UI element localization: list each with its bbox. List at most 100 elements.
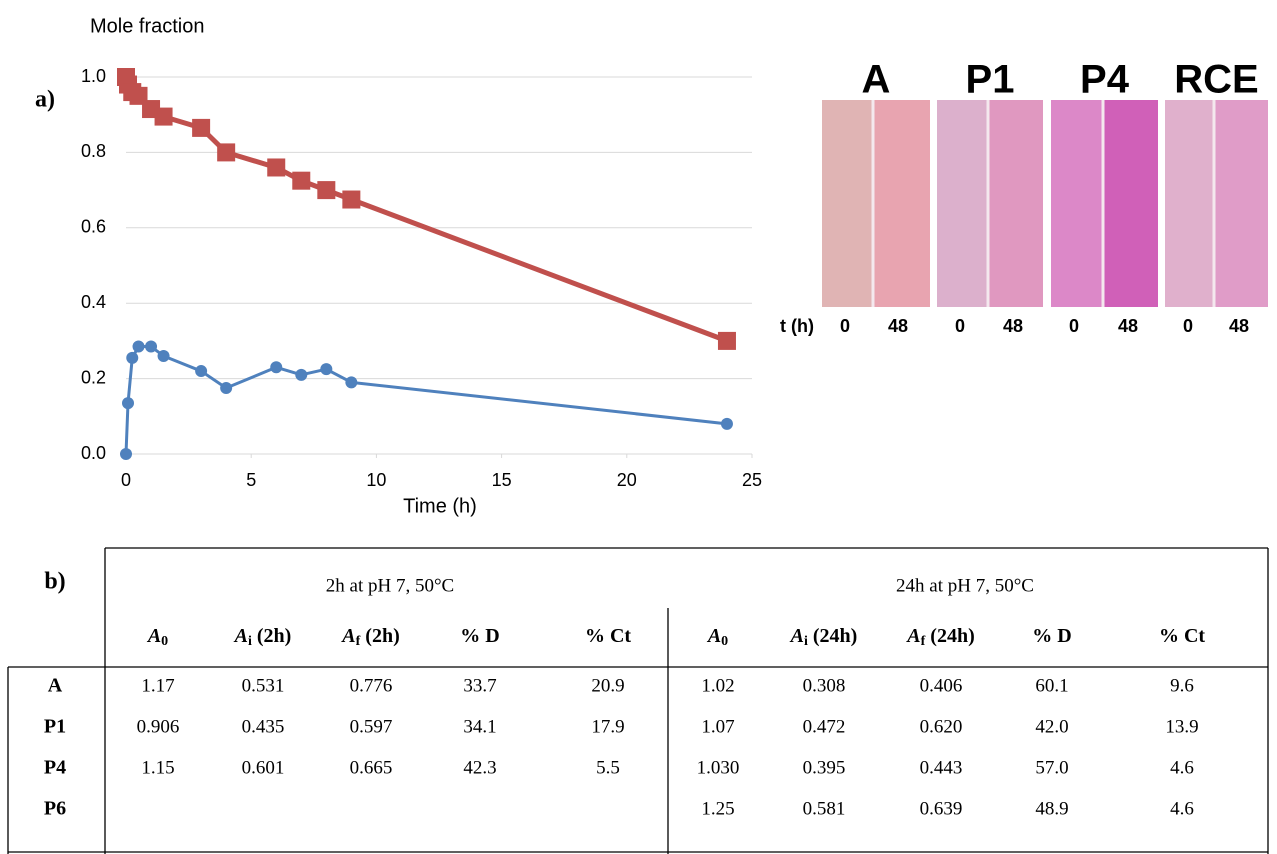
time-value: 48 <box>888 316 908 336</box>
y-tick-label: 0.4 <box>81 292 106 312</box>
time-value: 48 <box>1229 316 1249 336</box>
column-header: A0 <box>706 625 728 650</box>
header-sub: f <box>356 634 361 649</box>
table-cell: 9.6 <box>1170 675 1194 696</box>
table-cell: 0.395 <box>803 757 846 778</box>
header-sub: 0 <box>721 634 728 649</box>
marker <box>345 376 358 389</box>
photo-strip <box>822 100 873 307</box>
panel-label: A <box>862 58 891 102</box>
table-cell: 0.620 <box>920 716 963 737</box>
time-value: 48 <box>1003 316 1023 336</box>
table-cell: 33.7 <box>463 675 496 696</box>
time-label: t (h) <box>780 316 814 336</box>
table-cell: 13.9 <box>1165 716 1198 737</box>
time-value: 0 <box>955 316 965 336</box>
series-line <box>124 345 728 455</box>
column-header: Ai (24h) <box>789 625 858 650</box>
group-header: 24h at pH 7, 50°C <box>896 575 1034 596</box>
table-cell: 60.1 <box>1035 675 1068 696</box>
header-main: A <box>146 625 161 647</box>
marker <box>267 158 286 177</box>
header-main: % Ct <box>585 625 631 647</box>
table-cell: 1.07 <box>701 716 734 737</box>
table-cell: 0.435 <box>242 716 285 737</box>
column-header: Af (24h) <box>905 625 974 650</box>
column-header: Af (2h) <box>340 625 399 650</box>
header-sub: i <box>248 634 252 649</box>
x-tick-label: 0 <box>121 470 131 490</box>
table-cell: 0.597 <box>350 716 393 737</box>
photo-strip <box>1103 100 1158 307</box>
photo-strip <box>1214 100 1268 307</box>
header-main: A <box>233 625 248 647</box>
marker <box>195 365 208 378</box>
table-cell: 0.601 <box>242 757 285 778</box>
column-header: % Ct <box>585 625 631 647</box>
table-cell: 0.531 <box>242 675 285 696</box>
row-label: A <box>48 675 63 697</box>
x-tick-label: 5 <box>246 470 256 490</box>
y-axis-label: Mole fraction <box>90 15 205 37</box>
group-header: 2h at pH 7, 50°C <box>326 575 454 596</box>
table-borders <box>7 547 1269 854</box>
marker <box>145 340 158 353</box>
table-cell: 5.5 <box>596 757 620 778</box>
table-cell: 1.030 <box>697 757 740 778</box>
x-tick-label: 20 <box>617 470 637 490</box>
table-cell: 48.9 <box>1035 798 1068 819</box>
marker <box>270 361 283 374</box>
column-header: % D <box>1032 625 1071 647</box>
header-main: A <box>340 625 355 647</box>
column-header: Ai (2h) <box>233 625 292 650</box>
table-cell: 1.02 <box>701 675 734 696</box>
header-main: % D <box>1032 625 1071 647</box>
table-cell: 0.472 <box>803 716 846 737</box>
panel-label: P4 <box>1080 58 1130 102</box>
marker <box>295 368 308 381</box>
panel-label: a) <box>35 87 55 113</box>
panel-label: P1 <box>966 58 1015 102</box>
photo-strip <box>1165 100 1214 307</box>
y-tick-label: 0.6 <box>81 217 106 237</box>
y-tick-label: 0.8 <box>81 141 106 161</box>
marker <box>220 382 233 395</box>
table-cell: 17.9 <box>591 716 624 737</box>
table-cell: 0.639 <box>920 798 963 819</box>
header-sub: 0 <box>161 634 168 649</box>
marker <box>192 118 211 137</box>
header-rest: (2h) <box>360 625 399 647</box>
header-main: A <box>706 625 721 647</box>
marker <box>720 417 733 430</box>
marker <box>154 107 173 126</box>
marker <box>120 448 132 460</box>
table-cell: 20.9 <box>591 675 624 696</box>
marker <box>342 190 361 209</box>
x-axis-label: Time (h) <box>403 495 477 517</box>
column-header: % D <box>460 625 499 647</box>
photo-strip <box>937 100 988 307</box>
table-cell: 0.406 <box>920 675 963 696</box>
time-value: 0 <box>840 316 850 336</box>
time-value: 0 <box>1069 316 1079 336</box>
x-tick-label: 25 <box>742 470 762 490</box>
table-label: b) <box>44 569 65 595</box>
table-cell: 0.581 <box>803 798 846 819</box>
header-main: A <box>789 625 804 647</box>
table-cell: 34.1 <box>463 716 496 737</box>
column-header: A0 <box>146 625 168 650</box>
marker <box>717 331 736 350</box>
header-main: A <box>905 625 920 647</box>
header-main: % D <box>460 625 499 647</box>
row-label: P1 <box>44 716 66 738</box>
y-tick-label: 0.0 <box>81 443 106 463</box>
table-cell: 57.0 <box>1035 757 1068 778</box>
marker <box>292 171 311 190</box>
table-cell: 0.308 <box>803 675 846 696</box>
marker <box>132 340 145 353</box>
row-label: P6 <box>44 798 66 820</box>
row-label: P4 <box>44 757 66 779</box>
table-cell: 0.665 <box>350 757 393 778</box>
header-sub: i <box>804 634 808 649</box>
